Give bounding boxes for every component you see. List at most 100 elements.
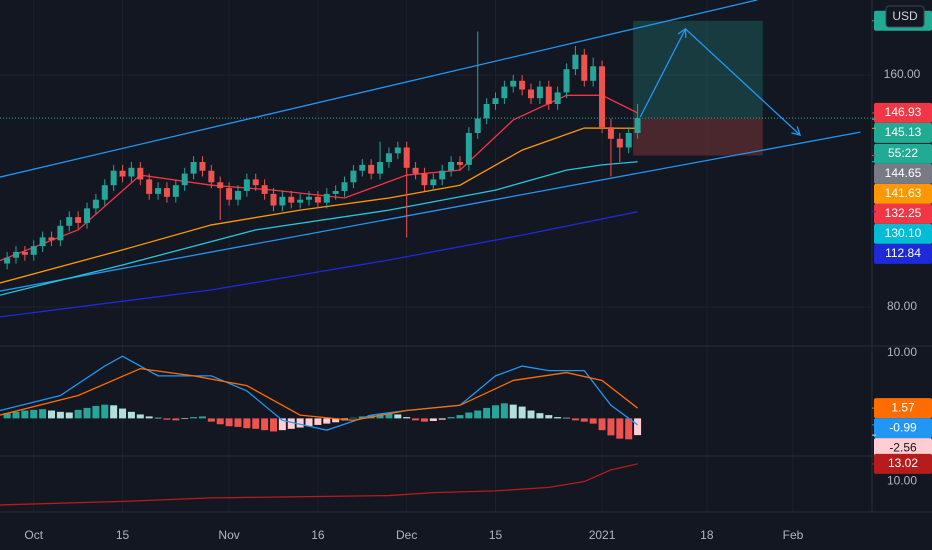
candle-body xyxy=(439,170,446,180)
y-tick-label: 10.00 xyxy=(887,474,917,488)
candle-body xyxy=(563,69,570,93)
candle-body xyxy=(92,199,99,209)
candle-body xyxy=(492,98,499,104)
histogram-bar xyxy=(332,418,340,423)
currency[interactable]: USD xyxy=(892,9,918,23)
candle-body xyxy=(226,188,233,200)
trend-line xyxy=(0,0,758,178)
histogram-bar xyxy=(394,414,402,419)
candle-body xyxy=(21,251,28,255)
candle-body xyxy=(323,193,330,203)
y-tick-label: 160.00 xyxy=(884,67,921,81)
x-tick-label: 16 xyxy=(311,528,325,542)
candle-body xyxy=(474,118,481,134)
candle-body xyxy=(456,162,463,165)
histogram-bar xyxy=(634,418,642,436)
price-tag-label: 132.25 xyxy=(885,206,922,220)
candle-body xyxy=(448,162,455,171)
histogram-bar xyxy=(56,411,64,419)
candle-body xyxy=(101,185,108,200)
histogram-bar xyxy=(598,418,606,431)
candle-body xyxy=(110,170,117,186)
candle-body xyxy=(536,86,543,99)
candle-body xyxy=(510,80,517,87)
histogram-bar xyxy=(518,406,526,419)
candle-body xyxy=(75,217,82,223)
histogram-bar xyxy=(74,409,82,419)
histogram-bar xyxy=(216,418,224,425)
price-tag xyxy=(874,122,932,143)
price-tag xyxy=(874,163,932,184)
indicator-line xyxy=(0,367,638,421)
trend-line xyxy=(0,131,861,292)
candle-body xyxy=(599,66,606,128)
candle-body xyxy=(270,193,277,206)
candle-body xyxy=(341,182,348,192)
candle-body xyxy=(545,86,552,104)
x-tick-label: 15 xyxy=(489,528,503,542)
currency-button[interactable] xyxy=(885,5,925,28)
x-tick-label: Dec xyxy=(396,528,417,542)
price-tag xyxy=(874,203,932,224)
candle-body xyxy=(119,170,126,177)
histogram-bar xyxy=(154,417,162,419)
histogram-bar xyxy=(349,417,357,419)
price-tag xyxy=(874,223,932,244)
candle-body xyxy=(172,185,179,197)
candle-body xyxy=(528,89,535,99)
moving-average xyxy=(0,94,638,262)
histogram-bar xyxy=(607,418,615,436)
histogram-bar xyxy=(127,411,135,419)
histogram-bar xyxy=(30,409,38,419)
histogram-bar xyxy=(500,403,508,419)
histogram-bar xyxy=(278,418,286,431)
price-tag xyxy=(874,453,932,474)
histogram-bar xyxy=(261,418,269,431)
price-tag-label: 141.63 xyxy=(885,186,922,200)
candle-body xyxy=(421,173,428,186)
candle-body xyxy=(84,208,91,223)
histogram-bar xyxy=(438,418,446,420)
histogram-bar xyxy=(545,415,553,419)
candle-body xyxy=(261,185,268,194)
candle-body xyxy=(501,86,508,99)
price-tag-label: 144.65 xyxy=(885,166,922,180)
candle-body xyxy=(306,196,313,200)
x-tick-label: 15 xyxy=(116,528,130,542)
histogram-bar xyxy=(225,418,233,427)
candle-body xyxy=(57,225,64,241)
histogram-bar xyxy=(190,417,198,419)
indicator-line xyxy=(0,463,638,506)
candle-body xyxy=(625,133,632,148)
histogram-bar xyxy=(65,412,73,419)
x-tick-label: Nov xyxy=(218,528,239,542)
x-tick-label: 18 xyxy=(700,528,714,542)
candle-body xyxy=(519,80,526,90)
candle-body xyxy=(465,133,472,165)
candle-body xyxy=(634,118,641,134)
x-tick-label: Feb xyxy=(783,528,804,542)
histogram-bar xyxy=(234,418,242,427)
candle-body xyxy=(163,188,170,197)
candle-body xyxy=(30,246,37,255)
price-tag-label: 130.10 xyxy=(885,226,922,240)
histogram-bar xyxy=(563,417,571,419)
y-tick-label: 80.00 xyxy=(887,299,917,313)
price-tag xyxy=(874,438,932,459)
candle-body xyxy=(554,92,561,104)
countdown: 55:22 xyxy=(888,146,918,160)
candle-body xyxy=(48,237,55,241)
moving-average xyxy=(0,211,638,318)
histogram-bar xyxy=(474,410,482,419)
histogram-bar xyxy=(207,418,215,422)
candle-body xyxy=(394,147,401,154)
candle-body xyxy=(412,167,419,174)
histogram-bar xyxy=(456,415,464,419)
price-tag-label: 1.57 xyxy=(891,400,915,414)
histogram-bar xyxy=(625,418,633,440)
histogram-bar xyxy=(403,417,411,419)
histogram-bar xyxy=(412,418,420,421)
histogram-bar xyxy=(136,414,144,419)
